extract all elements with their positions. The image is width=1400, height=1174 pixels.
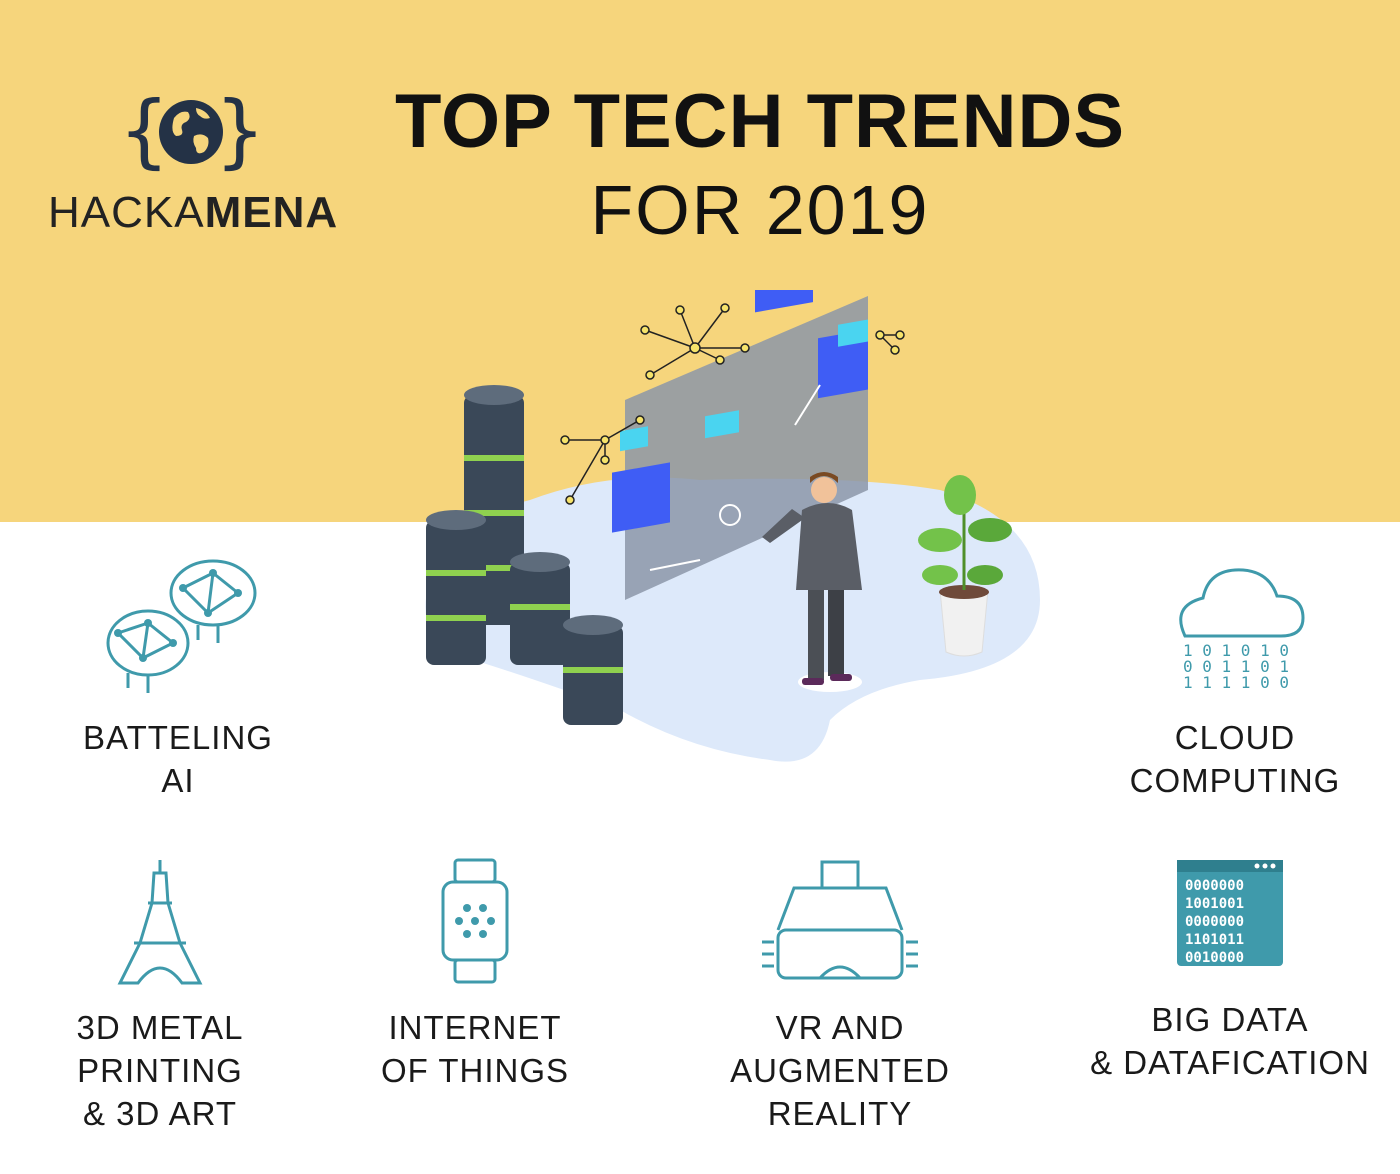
trend-label-line: & DATAFICATION: [1090, 1044, 1370, 1081]
svg-text:1 1 1 1 0 0: 1 1 1 1 0 0: [1183, 673, 1289, 692]
brand-logo: { } HACKAMENA: [48, 88, 338, 248]
trend-label-line: CLOUD: [1174, 719, 1296, 756]
trend-3d-printing: 3D METAL PRINTING & 3D ART: [60, 858, 260, 1135]
network-nodes: [560, 303, 905, 505]
potted-plant: [918, 475, 1012, 657]
brain-network-icon: [106, 559, 257, 693]
brand-name: HACKAMENA: [48, 188, 338, 238]
trend-big-data: 0000000 1001001 0000000 1101011 0010000 …: [1070, 858, 1390, 1084]
trend-cloud-computing: 1 0 1 0 1 0 0 0 1 1 0 1 1 1 1 1 0 0 CLOU…: [1100, 558, 1370, 802]
brand-name-bold: MENA: [204, 188, 339, 237]
trend-label: BIG DATA & DATAFICATION: [1070, 998, 1390, 1084]
trend-label-line: BATTELING: [83, 719, 273, 756]
trend-label-line: PRINTING: [77, 1052, 243, 1089]
trend-label-line: VR AND: [775, 1009, 905, 1046]
trend-label-line: REALITY: [767, 1095, 913, 1132]
trend-label-line: AI: [161, 762, 195, 799]
svg-text:0010000: 0010000: [1185, 950, 1244, 966]
brand-name-light: HACKA: [48, 188, 205, 237]
trend-label-line: 3D METAL: [76, 1009, 244, 1046]
globe-braces-icon: { }: [120, 88, 264, 177]
hero-illustration: [425, 290, 1040, 762]
binary-window-icon: 0000000 1001001 0000000 1101011 0010000: [1177, 860, 1283, 966]
trend-label: INTERNET OF THINGS: [360, 1006, 590, 1092]
svg-text:0000000: 0000000: [1185, 878, 1244, 894]
trend-label-line: COMPUTING: [1129, 762, 1341, 799]
trend-batteling-ai: BATTELING AI: [48, 548, 308, 802]
page-subtitle: FOR 2019: [590, 171, 930, 249]
svg-text:1001001: 1001001: [1185, 896, 1244, 912]
vr-headset-icon: [762, 860, 918, 980]
svg-text:0 0 1 1 0 1: 0 0 1 1 0 1: [1183, 657, 1289, 676]
person-figure: [762, 472, 862, 692]
server-stacks: [426, 385, 623, 725]
trend-iot: INTERNET OF THINGS: [360, 858, 590, 1092]
trend-label-line: AUGMENTED: [730, 1052, 950, 1089]
trend-label: BATTELING AI: [48, 716, 308, 802]
trend-label-line: INTERNET: [388, 1009, 562, 1046]
trend-label: CLOUD COMPUTING: [1100, 716, 1370, 802]
trend-label: 3D METAL PRINTING & 3D ART: [60, 1006, 260, 1135]
page-title: TOP TECH TRENDS: [394, 79, 1126, 164]
trend-label: VR AND AUGMENTED REALITY: [700, 1006, 980, 1135]
cloud-data-icon: 1 0 1 0 1 0 0 0 1 1 0 1 1 1 1 1 0 0: [1179, 568, 1305, 692]
trend-label-line: OF THINGS: [380, 1052, 570, 1089]
holographic-screen: [612, 290, 868, 600]
svg-text:}: }: [216, 88, 264, 177]
smartwatch-icon: [441, 858, 509, 984]
svg-text:0000000: 0000000: [1185, 914, 1244, 930]
eiffel-tower-icon: [117, 860, 203, 985]
svg-text:1 0 1 0 1 0: 1 0 1 0 1 0: [1183, 641, 1289, 660]
trend-label-line: & 3D ART: [82, 1095, 238, 1132]
trend-label-line: BIG DATA: [1151, 1001, 1309, 1038]
trend-vr-ar: VR AND AUGMENTED REALITY: [700, 858, 980, 1135]
svg-text:1101011: 1101011: [1185, 932, 1244, 948]
